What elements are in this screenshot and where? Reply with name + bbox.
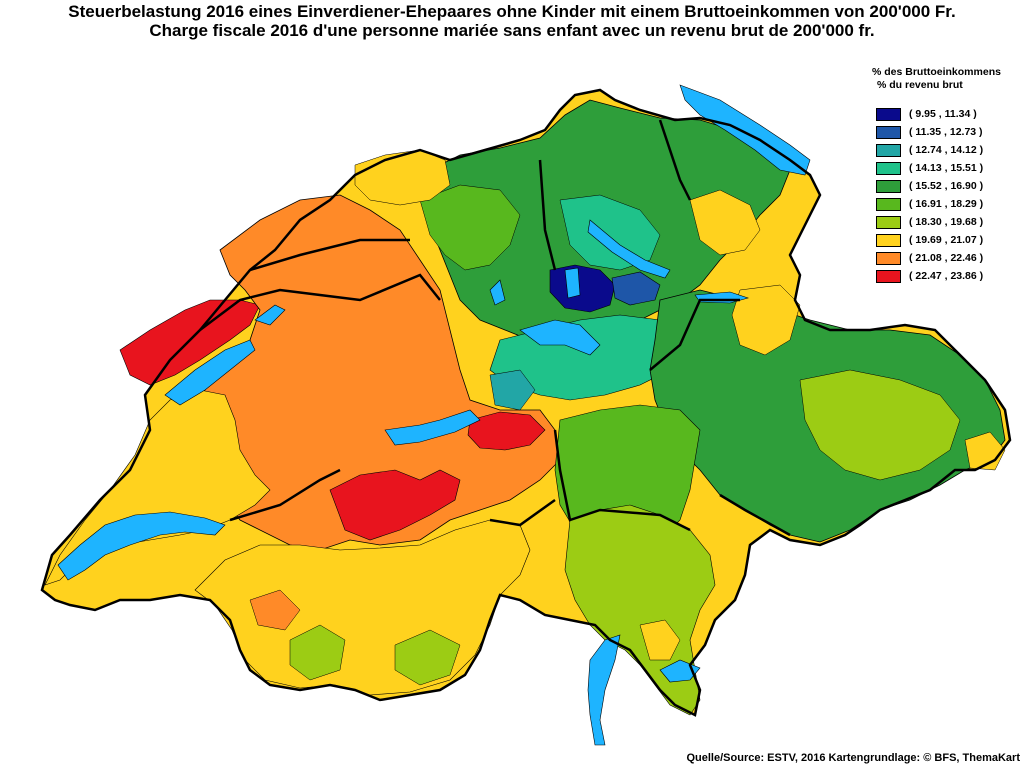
legend-swatch [876,198,901,211]
region-valais-green-1 [289,624,346,681]
region-oberland-red [467,411,546,451]
region-engadin-lightgreen [799,369,961,481]
canton-borders [40,88,1012,717]
legend-label: ( 15.52 , 16.90 ) [909,180,984,192]
legend-swatch [876,234,901,247]
legend-item: ( 12.74 , 14.12 ) [876,143,1016,161]
legend-swatch [876,270,901,283]
legend-header-german: % des Bruttoeinkommens [872,66,1001,78]
region-bern-red-south [329,469,461,541]
lake-zug [564,267,581,299]
legend-swatch [876,108,901,121]
lake-neuchatel [164,339,256,406]
legend-label: ( 21.08 , 22.46 ) [909,252,984,264]
legend-item: ( 11.35 , 12.73 ) [876,125,1016,143]
legend: ( 9.95 , 11.34 ) ( 11.35 , 12.73 ) ( 12.74… [876,107,1016,287]
region-aargau-lightgreen [419,184,521,271]
lake-sempach [489,279,506,306]
legend-swatch [876,252,901,265]
region-east-yellow-2 [731,284,801,356]
legend-label: ( 14.13 , 15.51 ) [909,162,984,174]
legend-item: ( 15.52 , 16.90 ) [876,179,1016,197]
legend-label: ( 12.74 , 14.12 ) [909,144,984,156]
legend-swatch [876,144,901,157]
region-ticino [564,504,716,716]
legend-swatch [876,126,901,139]
region-zurich-teal [559,194,661,271]
region-east-yellow [689,189,761,256]
legend-item: ( 19.69 , 21.07 ) [876,233,1016,251]
lake-geneva [57,511,226,581]
lake-lucerne [519,319,601,356]
legend-header-french: % du revenu brut [877,79,963,91]
legend-label: ( 9.95 , 11.34 ) [909,108,977,120]
map-title-french: Charge fiscale 2016 d'une personne marié… [149,21,875,40]
legend-item: ( 22.47 , 23.86 ) [876,269,1016,287]
region-ticino-yellow [639,619,681,661]
legend-item: ( 16.91 , 18.29 ) [876,197,1016,215]
source-credit: Quelle/Source: ESTV, 2016 Kartengrundlag… [686,752,1020,764]
lake-zurich [587,219,671,279]
region-valais-orange [249,589,301,631]
map-title-german: Steuerbelastung 2016 eines Einverdiener-… [68,2,956,21]
lake-thun-brienz [384,409,481,446]
region-central-teal-dark [489,369,536,411]
legend-label: ( 19.69 , 21.07 ) [909,234,984,246]
legend-item: ( 14.13 , 15.51 ) [876,161,1016,179]
legend-swatch [876,162,901,175]
lake-maggiore [587,634,621,746]
legend-label: ( 22.47 , 23.86 ) [909,270,984,282]
legend-swatch [876,216,901,229]
legend-label: ( 16.91 , 18.29 ) [909,198,984,210]
legend-label: ( 11.35 , 12.73 ) [909,126,983,138]
legend-item: ( 21.08 , 22.46 ) [876,251,1016,269]
lake-biel [254,304,286,326]
legend-item: ( 18.30 , 19.68 ) [876,215,1016,233]
region-schwyz-blue [611,271,661,306]
legend-label: ( 18.30 , 19.68 ) [909,216,984,228]
legend-item: ( 9.95 , 11.34 ) [876,107,1016,125]
region-valais-green-2 [394,629,461,686]
legend-swatch [876,180,901,193]
region-jura-red [119,299,261,386]
